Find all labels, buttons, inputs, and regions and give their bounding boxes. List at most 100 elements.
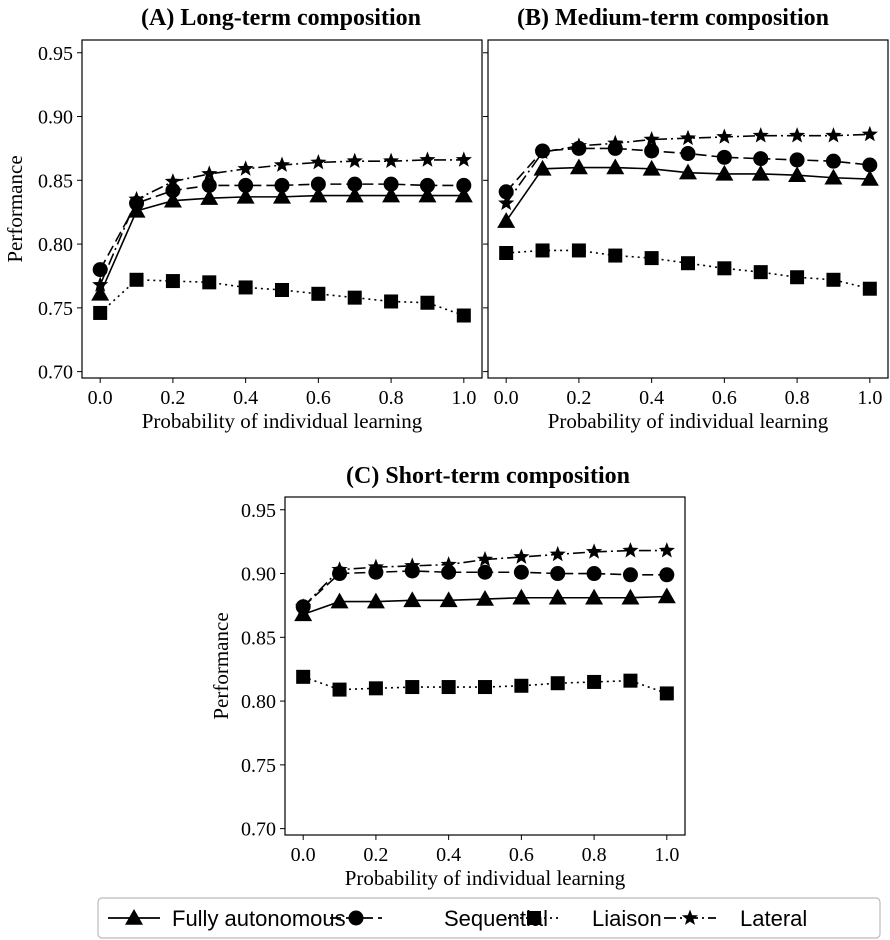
x-tick-label: 1.0 [857, 387, 882, 409]
x-tick-label: 0.0 [88, 387, 113, 409]
y-tick-label: 0.85 [241, 627, 276, 649]
x-tick-label: 0.4 [233, 387, 258, 409]
x-tick-label: 0.4 [639, 387, 664, 409]
data-point [310, 176, 326, 192]
data-point [824, 168, 843, 185]
data-point [825, 127, 842, 143]
data-point [345, 186, 364, 203]
data-point [621, 588, 640, 605]
data-point [862, 281, 877, 296]
data-point [717, 261, 732, 276]
data-point [587, 674, 602, 689]
plot-frame [284, 496, 686, 836]
data-point [512, 588, 531, 605]
data-point [497, 212, 516, 228]
y-tick-label: 0.80 [241, 691, 276, 713]
x-tick-label: 1.0 [451, 387, 476, 409]
panel-title: (C) Short-term composition [346, 463, 630, 489]
data-point [642, 159, 661, 176]
triangle-icon [125, 909, 143, 925]
square-icon [527, 911, 541, 925]
data-point [606, 158, 625, 175]
data-point [514, 678, 529, 693]
data-point [644, 251, 659, 266]
data-point [622, 567, 638, 583]
data-point [533, 159, 552, 176]
data-point [275, 282, 289, 297]
data-point [659, 567, 675, 583]
data-point [347, 176, 363, 192]
data-point [92, 262, 108, 278]
y-axis-label: Performance [3, 155, 27, 262]
data-point [92, 276, 109, 292]
data-point [513, 564, 529, 580]
data-point [310, 153, 327, 170]
data-point [236, 187, 255, 204]
series-lateral [92, 151, 472, 292]
data-point [201, 177, 217, 193]
data-point [441, 680, 456, 695]
plot-frame [81, 39, 483, 379]
y-tick-label: 0.70 [38, 362, 73, 384]
data-point [347, 290, 362, 305]
data-point [862, 157, 878, 173]
data-point [346, 152, 363, 169]
series-fully-autonomous [91, 186, 473, 301]
data-point [790, 270, 805, 285]
star-icon [681, 909, 699, 925]
data-point [382, 186, 401, 203]
data-point [384, 294, 399, 309]
data-point [274, 177, 290, 193]
data-point [607, 134, 624, 151]
data-point [716, 128, 733, 144]
data-point [570, 137, 587, 153]
data-point [368, 681, 383, 696]
series-liaison [93, 272, 471, 323]
data-point [165, 183, 181, 199]
data-point [499, 246, 514, 261]
data-point [476, 551, 494, 567]
legend: Fully autonomous Sequential Liaison Lateral [97, 897, 881, 939]
y-tick-label: 0.75 [241, 755, 276, 777]
panel-c: (C) Short-term composition 0.0 0.2 0.4 0.6 0.… [209, 463, 686, 890]
data-point [549, 545, 566, 562]
data-point [295, 598, 312, 614]
series-lateral [498, 125, 878, 211]
legend-box [97, 897, 881, 939]
y-tick-label: 0.90 [241, 564, 276, 586]
data-point [383, 152, 400, 169]
legend-label: Fully autonomous [172, 906, 346, 931]
x-tick-label: 0.0 [291, 844, 316, 866]
y-tick-label: 0.70 [241, 819, 276, 841]
data-point [455, 151, 472, 167]
data-point [715, 164, 734, 181]
x-tick-label: 0.2 [363, 844, 388, 866]
series-liaison [499, 243, 877, 296]
data-point [569, 158, 588, 175]
data-point [752, 127, 769, 143]
x-tick-label: 0.0 [494, 387, 519, 409]
data-point [164, 173, 181, 189]
x-tick-label: 0.8 [379, 387, 404, 409]
data-point [550, 566, 566, 582]
legend-entry-liaison: Liaison [508, 906, 662, 931]
legend-entry-fully-autonomous: Fully autonomous [108, 906, 346, 931]
data-point [366, 592, 385, 609]
legend-label: Lateral [740, 906, 807, 931]
y-tick-label: 0.85 [38, 170, 73, 192]
data-point [405, 680, 420, 695]
data-point [659, 686, 674, 701]
data-point [623, 673, 638, 688]
data-point [643, 130, 660, 147]
y-tick-label: 0.95 [38, 43, 73, 65]
data-point [439, 591, 458, 608]
series-fully-autonomous [497, 158, 879, 228]
series-line [506, 249, 871, 290]
panel-b: (B) Medium-term composition 0.0 0.2 0.4 0.6 0… [483, 5, 889, 433]
legend-label: Liaison [592, 906, 662, 931]
x-tick-label: 1.0 [654, 844, 679, 866]
data-point [861, 125, 878, 142]
x-tick-label: 0.4 [436, 844, 461, 866]
series-line [99, 183, 464, 270]
